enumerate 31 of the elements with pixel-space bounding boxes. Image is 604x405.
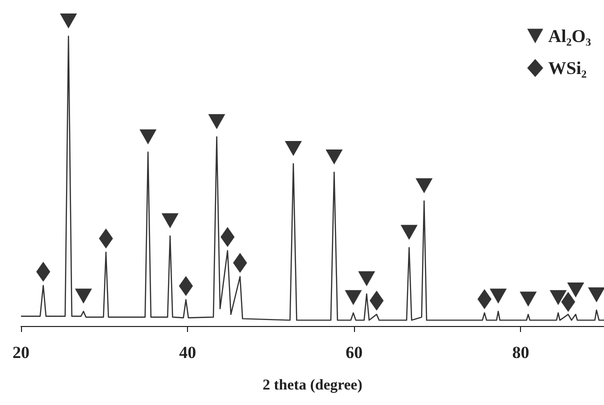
point (370, 290, 384, 311)
x-tick-label: 60 (346, 343, 363, 362)
x-tick-label: 40 (179, 343, 196, 362)
point (162, 213, 179, 228)
point (550, 290, 567, 306)
legend-label: WSi₂ (548, 58, 587, 78)
point (220, 226, 235, 247)
x-axis-title: 2 theta (degree) (262, 378, 362, 394)
point (36, 262, 50, 282)
point (233, 252, 248, 273)
point (60, 14, 77, 28)
point (178, 276, 193, 296)
point (588, 287, 604, 302)
point (490, 288, 507, 304)
point (74, 288, 92, 304)
point (208, 114, 226, 130)
point (284, 140, 302, 156)
legend-label: Al₂O₃ (548, 26, 592, 46)
x-tick-label: 80 (512, 343, 530, 362)
point (477, 289, 492, 310)
point (520, 292, 537, 307)
point (140, 129, 157, 144)
point (400, 224, 418, 240)
point (98, 228, 113, 248)
point (326, 150, 343, 165)
point (567, 282, 584, 298)
point (416, 178, 433, 194)
point (561, 292, 576, 312)
point (344, 290, 362, 306)
point (358, 271, 376, 286)
x-tick-label: 20 (12, 343, 30, 362)
